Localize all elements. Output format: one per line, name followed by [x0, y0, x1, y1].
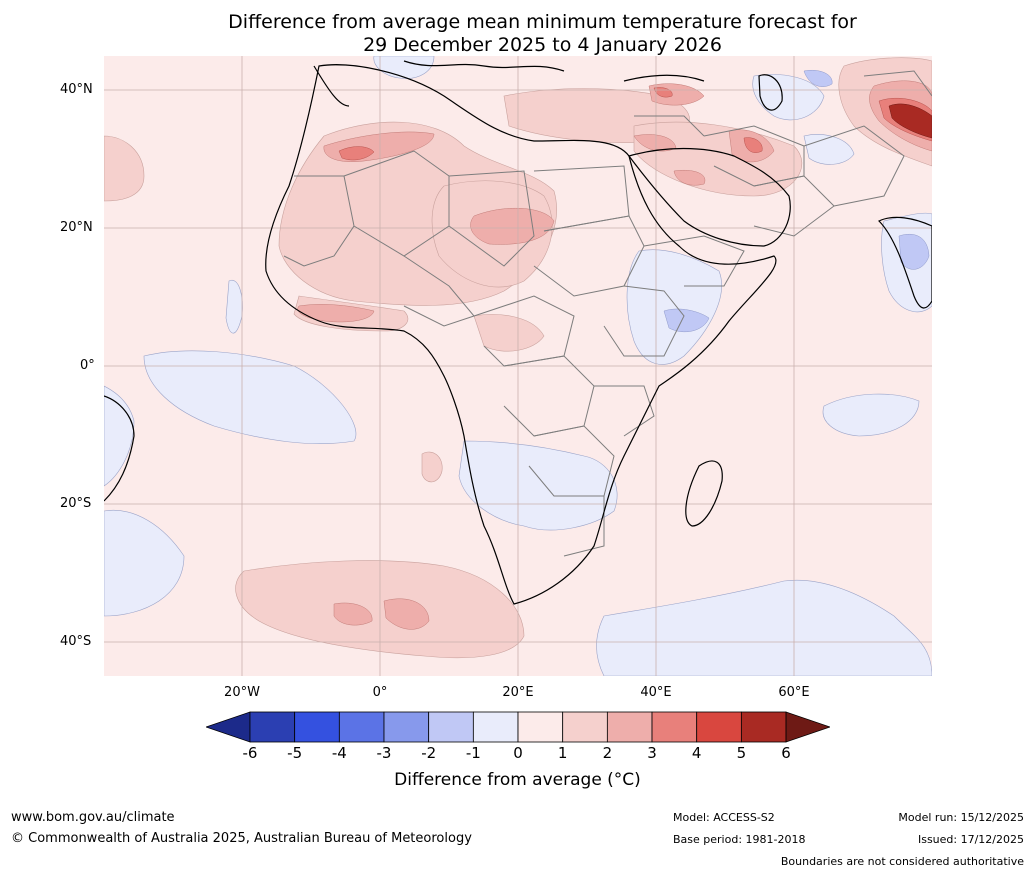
forecast-map: [104, 56, 932, 676]
cool-region-caspian: [752, 74, 825, 121]
coast-madagascar: [685, 460, 723, 527]
colorbar: [206, 711, 830, 743]
strong-warm-core-iraq: [743, 137, 763, 153]
colorbar-tick-label: -6: [242, 744, 258, 762]
footer-copyright: © Commonwealth of Australia 2025, Austra…: [11, 831, 472, 846]
warm-core-arabia: [673, 170, 706, 186]
cool-anomaly-cores: [663, 70, 930, 333]
lon-label-60e: 60°E: [778, 685, 810, 700]
cool-region-south-atlantic: [104, 509, 185, 617]
lat-label-equator: 0°: [80, 358, 95, 373]
lon-label-40e: 40°E: [640, 685, 672, 700]
footer-disclaimer: Boundaries are not considered authoritat…: [780, 855, 1024, 868]
coast-europe: [313, 60, 705, 107]
colorbar-segment: [740, 711, 787, 743]
strong-warm-core-morocco: [338, 146, 375, 161]
cool-region-indian-ocean: [822, 393, 920, 437]
footer-base-period: Base period: 1981-2018: [673, 833, 806, 846]
graticule: [104, 56, 932, 676]
cool-region-southern-ocean: [596, 579, 932, 676]
warm-region-western-sahara-coast: [104, 135, 145, 202]
colorbar-segment: [606, 711, 653, 743]
footer-url[interactable]: www.bom.gov.au/climate: [11, 810, 175, 825]
cool-region-southern-africa: [458, 440, 618, 531]
lat-label-20s: 20°S: [60, 496, 92, 511]
colorbar-tick-label: 2: [602, 744, 613, 762]
cool-core-arabian-sea: [898, 233, 930, 270]
country-borders: [283, 70, 932, 557]
colorbar-segment: [428, 711, 474, 743]
coastlines: [104, 60, 932, 605]
lat-label-40s: 40°S: [60, 634, 92, 649]
cool-core-caspian: [803, 70, 833, 87]
colorbar-tick-label: -4: [331, 744, 347, 762]
colorbar-tick-label: -1: [465, 744, 481, 762]
colorbar-segment: [338, 711, 385, 743]
colorbar-tick-label: -3: [376, 744, 392, 762]
colorbar-segment: [651, 711, 698, 743]
lon-label-0: 0°: [372, 685, 388, 700]
cool-region-east-africa: [626, 249, 722, 365]
colorbar-segment: [517, 711, 564, 743]
warm-region-congo: [473, 314, 545, 352]
colorbar-tick-label: -5: [287, 744, 303, 762]
warm-core-west-africa: [297, 304, 375, 323]
cool-region-equatorial-atlantic: [143, 350, 357, 445]
chart-title-line-1: Difference from average mean minimum tem…: [228, 11, 857, 33]
lat-label-40n: 40°N: [60, 82, 93, 97]
colorbar-tick-label: 5: [736, 744, 747, 762]
warm-core-south-atlantic-2: [383, 598, 430, 630]
colorbar-segment: [472, 711, 519, 743]
colorbar-segment: [696, 711, 742, 743]
coast-caspian: [758, 74, 783, 111]
footer-issued: Issued: 17/12/2025: [917, 833, 1024, 846]
colorbar-tick-label: 3: [647, 744, 657, 762]
coast-africa: [265, 64, 777, 605]
colorbar-tick-label: -2: [421, 744, 437, 762]
colorbar-extend-low: [206, 711, 251, 743]
colorbar-title: Difference from average (°C): [394, 770, 641, 790]
lon-label-20e: 20°E: [502, 685, 534, 700]
colorbar-segment: [383, 711, 430, 743]
warm-anomaly-extreme: [888, 103, 932, 139]
footer-model: Model: ACCESS-S2: [673, 811, 775, 824]
colorbar-segment: [249, 711, 296, 743]
colorbar-tick-label: 1: [557, 744, 568, 762]
coast-india: [877, 216, 932, 309]
lon-label-20w: 20°W: [224, 685, 260, 700]
colorbar-segment: [562, 711, 608, 743]
colorbar-segment: [294, 711, 340, 743]
colorbar-extend-high: [785, 711, 830, 743]
colorbar-tick-label: 4: [691, 744, 702, 762]
lat-label-20n: 20°N: [60, 220, 93, 235]
warm-region-madagascar-channel: [421, 451, 443, 483]
coast-arabia: [627, 147, 791, 247]
warm-core-chad: [470, 208, 555, 245]
warm-anomaly-cores: [297, 80, 932, 630]
chart-title-line-2: 29 December 2025 to 4 January 2026: [363, 34, 722, 56]
colorbar-tick-label: 0: [513, 744, 523, 762]
colorbar-tick-label: 6: [781, 744, 791, 762]
warm-core-levant: [633, 134, 677, 152]
coast-south-america: [104, 395, 135, 502]
cool-region-west-atlantic: [104, 385, 135, 487]
extreme-warm-core-hindu-kush: [888, 103, 932, 139]
warm-core-south-atlantic-1: [333, 602, 373, 626]
footer-model-run: Model run: 15/12/2025: [898, 811, 1024, 824]
